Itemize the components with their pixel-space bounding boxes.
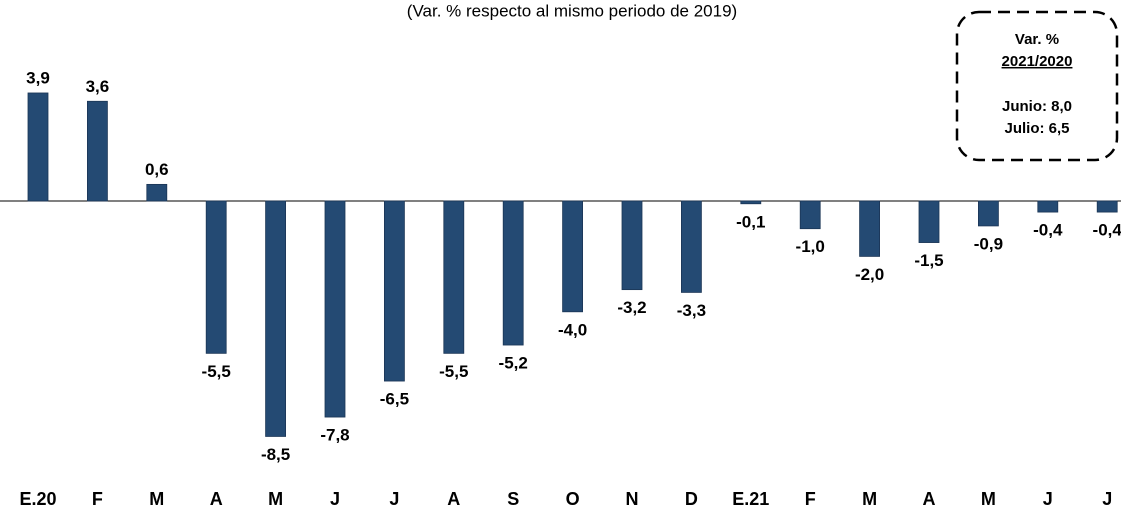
x-tick-label: J (1102, 489, 1112, 509)
x-tick-label: J (1043, 489, 1053, 509)
x-tick-label: M (149, 489, 164, 509)
value-label: -0,1 (736, 212, 765, 231)
bar (799, 200, 821, 230)
x-tick-label: S (507, 489, 519, 509)
x-tick-label: J (330, 489, 340, 509)
bar (562, 200, 583, 313)
x-tick-label: D (685, 489, 698, 509)
annotation-text: Junio: 8,0 (1002, 98, 1072, 115)
bar (740, 200, 762, 205)
value-label: -0,4 (1093, 221, 1121, 240)
value-label: -5,5 (439, 362, 468, 381)
bar (859, 200, 880, 257)
bar (146, 183, 168, 202)
x-tick-label: E.21 (732, 489, 769, 509)
x-tick-label: A (923, 489, 936, 509)
x-tick-label: N (626, 489, 639, 509)
annotation-text: 2021/2020 (1002, 53, 1073, 70)
value-label: -5,5 (202, 362, 231, 381)
value-label: -1,0 (796, 237, 825, 256)
bar (443, 200, 465, 354)
value-label: -1,5 (914, 251, 943, 270)
annotation-box (955, 10, 1119, 162)
value-label: -3,3 (677, 301, 706, 320)
value-label: -3,2 (617, 298, 646, 317)
value-label: -8,5 (261, 445, 290, 464)
bar (502, 200, 524, 346)
bar (918, 200, 940, 243)
chart-subtitle: (Var. % respecto al mismo periodo de 201… (407, 1, 737, 20)
bar (621, 200, 643, 291)
bar (681, 200, 702, 293)
x-tick-label: A (210, 489, 223, 509)
bar (205, 200, 227, 354)
value-label: -6,5 (380, 390, 409, 409)
value-label: -0,9 (974, 234, 1003, 253)
value-label: -4,0 (558, 320, 587, 339)
bar (87, 100, 108, 202)
bar (1096, 200, 1118, 213)
annotation-text: Julio: 6,5 (1004, 120, 1069, 137)
x-tick-label: M (862, 489, 877, 509)
bar (383, 200, 405, 382)
x-tick-label: F (805, 489, 816, 509)
x-tick-label: J (389, 489, 399, 509)
value-label: -7,8 (320, 426, 349, 445)
bar (1037, 200, 1059, 213)
x-tick-label: A (447, 489, 460, 509)
bar (978, 200, 999, 227)
value-label: -5,2 (499, 354, 528, 373)
value-label: 3,9 (26, 68, 50, 87)
bar (27, 92, 49, 202)
x-tick-label: E.20 (19, 489, 56, 509)
value-label: 3,6 (86, 77, 110, 96)
bar (265, 200, 287, 437)
x-tick-label: F (92, 489, 103, 509)
annotation-text: Var. % (1015, 31, 1059, 48)
x-tick-label: M (268, 489, 283, 509)
value-label: -0,4 (1033, 221, 1063, 240)
bar (324, 200, 346, 418)
x-tick-label: O (566, 489, 580, 509)
x-tick-label: M (981, 489, 996, 509)
value-label: -2,0 (855, 265, 884, 284)
value-label: 0,6 (145, 160, 169, 179)
